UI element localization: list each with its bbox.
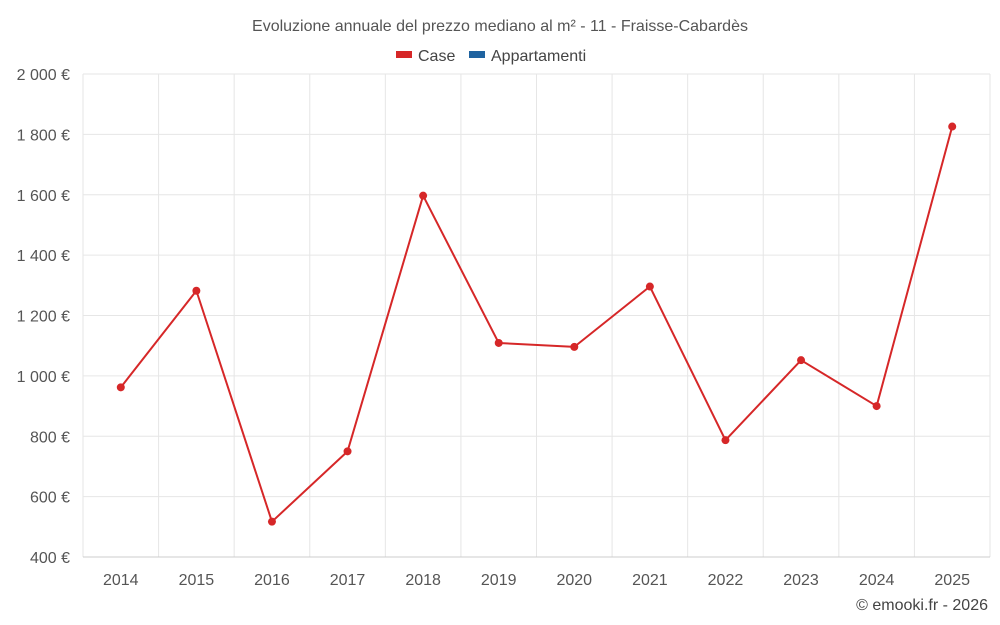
data-point-2020[interactable] <box>570 342 579 351</box>
data-point-2017[interactable] <box>343 447 352 456</box>
grid <box>82 73 991 558</box>
data-point-2024[interactable] <box>872 402 881 411</box>
x-tick-label: 2016 <box>254 572 290 589</box>
x-tick-label: 2024 <box>859 572 895 589</box>
x-tick-label: 2022 <box>708 572 744 589</box>
y-tick-label: 400 € <box>30 550 70 567</box>
data-point-2019[interactable] <box>494 338 503 347</box>
data-point-2014[interactable] <box>116 383 125 392</box>
y-tick-label: 1 000 € <box>17 369 70 386</box>
x-tick-label: 2018 <box>405 572 441 589</box>
legend-label-0[interactable]: Case <box>418 48 455 65</box>
x-tick-label: 2021 <box>632 572 668 589</box>
x-tick-label: 2017 <box>330 572 366 589</box>
series <box>116 122 957 526</box>
data-point-2025[interactable] <box>948 122 957 131</box>
y-tick-label: 1 400 € <box>17 248 70 265</box>
credit: © emooki.fr - 2026 <box>856 597 988 614</box>
y-tick-label: 1 200 € <box>17 309 70 326</box>
data-point-2015[interactable] <box>192 286 201 295</box>
x-tick-label: 2019 <box>481 572 517 589</box>
chart-title: Evoluzione annuale del prezzo mediano al… <box>252 18 748 35</box>
data-point-2023[interactable] <box>797 356 806 365</box>
y-tick-label: 1 800 € <box>17 127 70 144</box>
y-tick-label: 800 € <box>30 429 70 446</box>
y-tick-label: 1 600 € <box>17 188 70 205</box>
data-point-2016[interactable] <box>267 517 276 526</box>
legend-swatch-1[interactable] <box>469 51 485 58</box>
legend-swatch-0[interactable] <box>396 51 412 58</box>
series-line-case <box>120 126 954 523</box>
data-point-2022[interactable] <box>721 436 730 445</box>
x-tick-label: 2025 <box>934 572 970 589</box>
x-tick-label: 2020 <box>556 572 592 589</box>
x-tick-label: 2014 <box>103 572 139 589</box>
y-tick-label: 2 000 € <box>17 67 70 84</box>
legend-label-1[interactable]: Appartamenti <box>491 48 586 65</box>
axes: 400 € 600 € 800 € 1 000 € 1 200 € 1 400 € 1 60… <box>17 67 990 589</box>
x-tick-label: 2023 <box>783 572 819 589</box>
data-point-2021[interactable] <box>645 282 654 291</box>
legend: Case Appartamenti <box>396 48 586 65</box>
x-tick-label: 2015 <box>179 572 215 589</box>
data-point-2018[interactable] <box>419 191 428 200</box>
y-tick-label: 600 € <box>30 490 70 507</box>
